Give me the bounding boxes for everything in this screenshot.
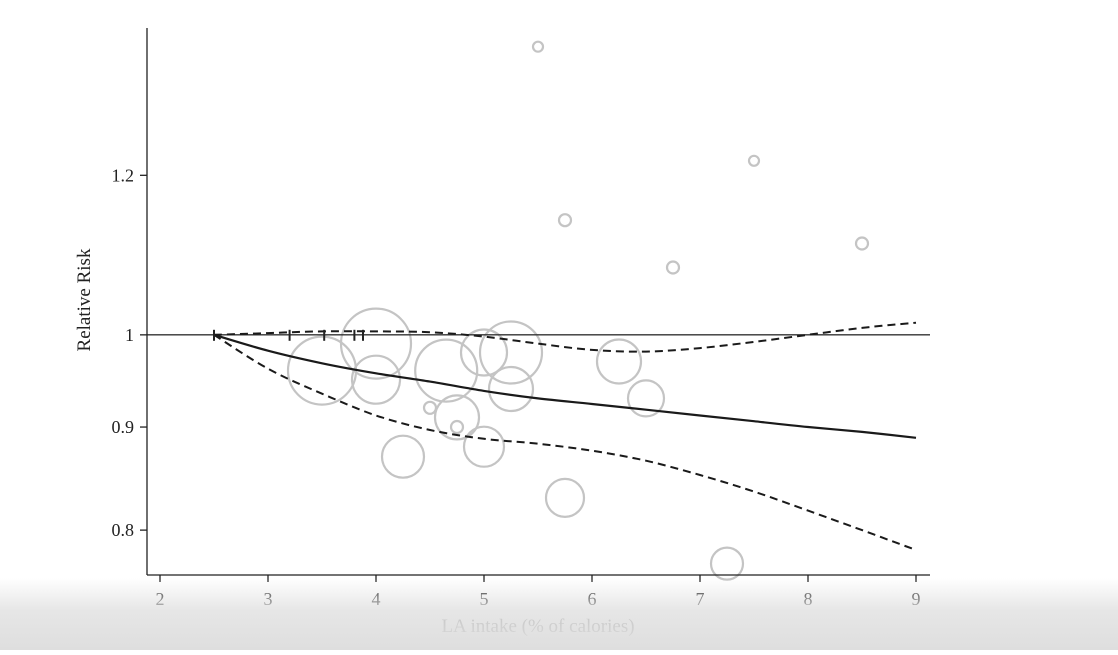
- study-bubble: [478, 320, 544, 385]
- y-ticks: 0.8 0.9 1 1.2: [112, 165, 147, 540]
- x-tick-label: 9: [912, 589, 921, 609]
- x-tick-label: 2: [156, 589, 165, 609]
- y-axis-label: Relative Risk: [74, 248, 95, 351]
- x-axis-label: LA intake (% of calories): [441, 616, 634, 637]
- study-bubble: [531, 40, 545, 53]
- x-tick-label: 7: [696, 589, 705, 609]
- x-tick-label: 4: [372, 589, 381, 609]
- study-bubble: [433, 394, 481, 441]
- study-bubble: [665, 260, 681, 275]
- study-bubble: [459, 328, 509, 377]
- x-tick-label: 3: [264, 589, 273, 609]
- study-bubble: [422, 400, 438, 415]
- study-bubble: [414, 338, 479, 403]
- study-bubble: [487, 365, 535, 413]
- study-bubble: [339, 307, 413, 380]
- study-bubble: [544, 477, 586, 518]
- upper-ci-line: [213, 321, 917, 353]
- study-bubble: [449, 419, 465, 435]
- study-bubble: [462, 425, 506, 468]
- study-bubble: [854, 236, 870, 251]
- axes: [146, 28, 930, 576]
- y-tick-label: 1: [125, 325, 134, 345]
- y-tick-label: 0.8: [112, 520, 135, 540]
- study-bubble: [747, 154, 761, 167]
- rr-estimate-line: [213, 333, 917, 439]
- study-bubble: [350, 354, 402, 405]
- x-tick-label: 8: [804, 589, 813, 609]
- study-bubble: [557, 213, 573, 228]
- study-bubble: [380, 434, 426, 479]
- x-tick-label: 6: [588, 589, 597, 609]
- knot-markers: [213, 329, 364, 341]
- y-tick-label: 0.9: [112, 417, 135, 437]
- study-bubble: [595, 338, 643, 385]
- x-ticks: 2 3 4 5 6 7 8 9: [156, 575, 921, 609]
- study-bubble: [626, 379, 666, 418]
- spline-curves: [213, 321, 917, 551]
- study-bubbles: [286, 40, 870, 581]
- x-tick-label: 5: [480, 589, 489, 609]
- y-tick-label: 1.2: [112, 165, 135, 185]
